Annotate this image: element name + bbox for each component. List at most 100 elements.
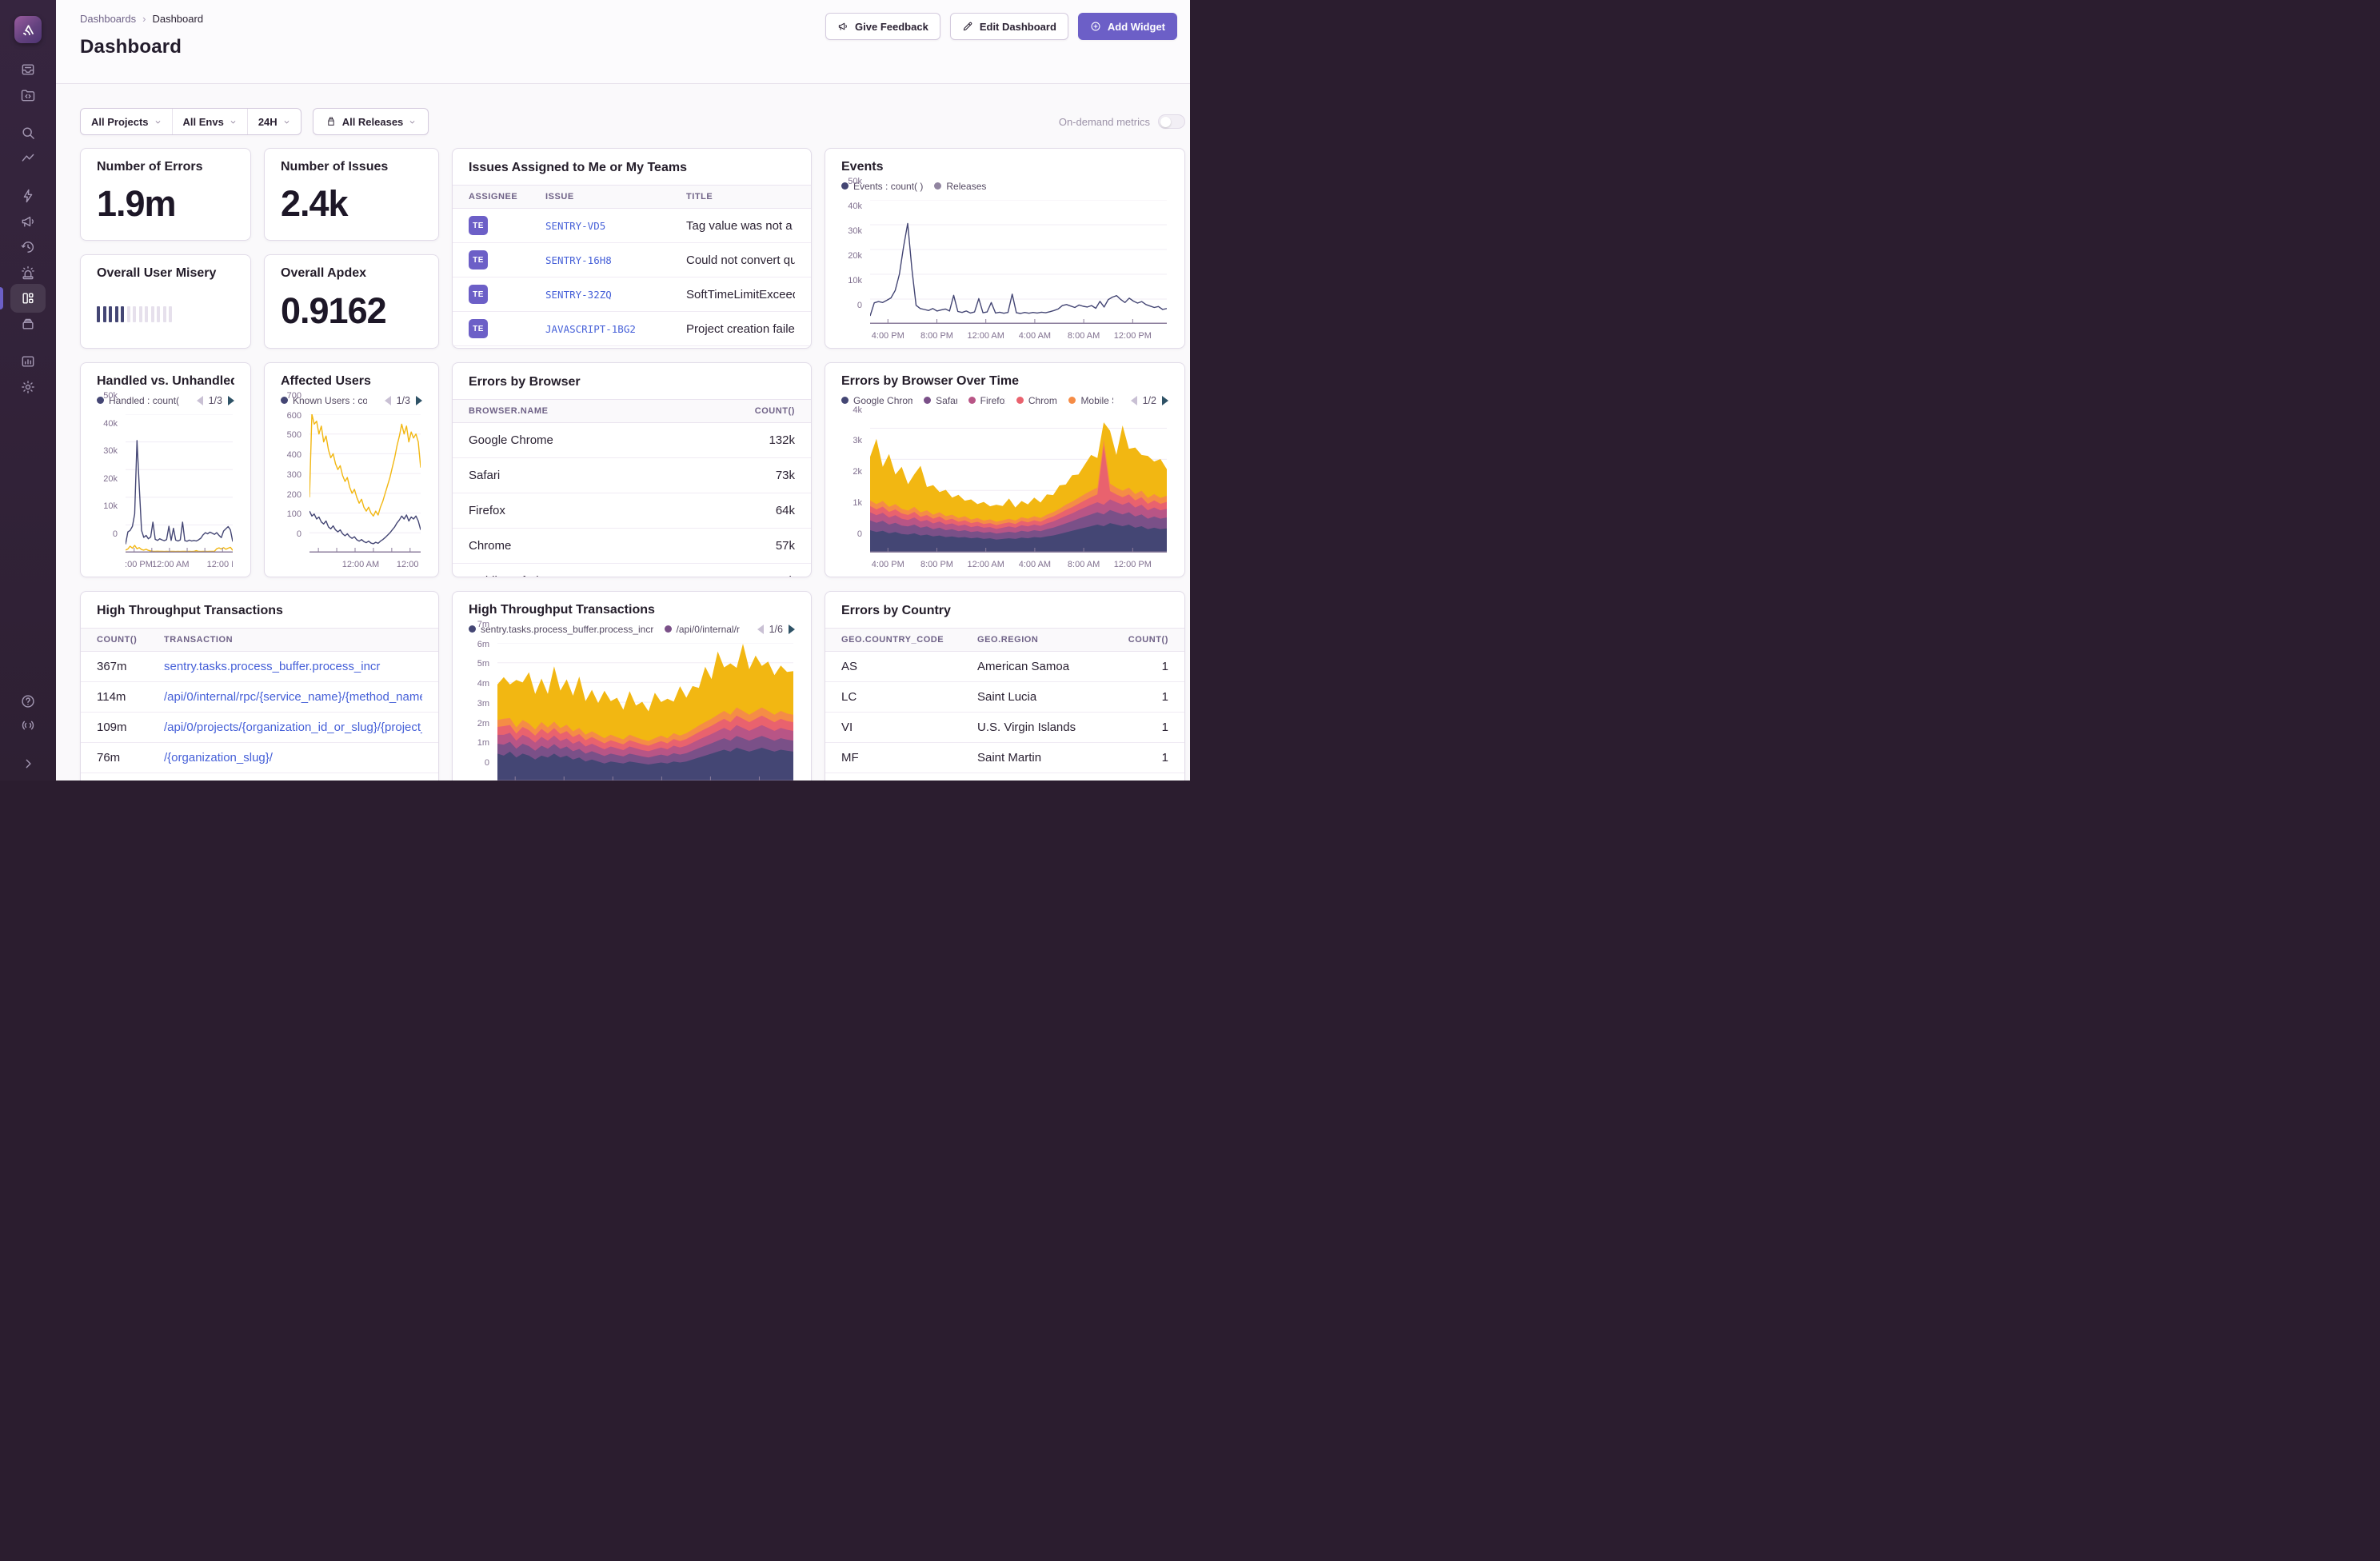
- pager-prev-icon[interactable]: [757, 624, 764, 634]
- breadcrumb-dashboards[interactable]: Dashboards: [80, 13, 137, 25]
- chevron-down-icon: [284, 120, 290, 124]
- legend-item[interactable]: Mobile S: [1068, 395, 1113, 406]
- stat-value: 2.4k: [281, 182, 349, 224]
- column-header[interactable]: TITLE: [686, 192, 713, 202]
- pager-next-icon[interactable]: [416, 395, 422, 405]
- transaction-link[interactable]: /api/0/projects/{organization_id_or_slug…: [164, 721, 422, 734]
- table-cell: 109m: [97, 721, 127, 734]
- legend-item[interactable]: Known Users : cour: [281, 395, 367, 406]
- column-header[interactable]: TRANSACTION: [164, 635, 234, 645]
- pager-prev-icon[interactable]: [196, 395, 203, 405]
- x-axis-label: 4:00 PM: [126, 560, 153, 569]
- column-header[interactable]: GEO.REGION: [977, 635, 1039, 645]
- widget-errors-by-country[interactable]: Errors by Country GEO.COUNTRY_CODE GEO.RE…: [825, 591, 1185, 780]
- chart-legend: sentry.tasks.process_buffer.process_incr…: [469, 623, 795, 635]
- pager-next-icon[interactable]: [1162, 395, 1168, 405]
- table-cell: 1: [1161, 690, 1168, 704]
- issue-link[interactable]: SENTRY-32ZQ: [545, 288, 612, 301]
- sidebar-item-issues[interactable]: [0, 57, 56, 82]
- legend-item[interactable]: Handled : count( ): [97, 395, 179, 406]
- column-header[interactable]: COUNT(): [754, 406, 795, 416]
- table-row: TE JAVASCRIPT-1BG2 Project creation failed: [453, 312, 811, 346]
- sidebar-item-alerts[interactable]: [0, 260, 56, 285]
- sidebar-item-broadcast[interactable]: [0, 713, 56, 737]
- widget-handled-vs-unhandled[interactable]: Handled vs. Unhandled Handled : count( )…: [80, 362, 251, 577]
- column-header[interactable]: COUNT(): [1128, 635, 1168, 645]
- add-widget-button[interactable]: Add Widget: [1077, 13, 1177, 40]
- sidebar-item-traces[interactable]: [0, 146, 56, 171]
- column-header[interactable]: COUNT(): [97, 635, 138, 645]
- column-header[interactable]: ASSIGNEE: [469, 192, 518, 202]
- release-icon: [328, 117, 334, 126]
- project-filter[interactable]: All Projects: [81, 109, 172, 134]
- widget-affected-users[interactable]: Affected Users Known Users : cour 1/3 0 10…: [264, 362, 439, 577]
- legend-item[interactable]: Safari: [924, 395, 957, 406]
- table-cell: U.S. Virgin Islands: [977, 721, 1076, 734]
- widget-number-of-errors[interactable]: Number of Errors 1.9m: [80, 148, 251, 241]
- breadcrumb: Dashboards › Dashboard: [80, 13, 1177, 25]
- sentry-logo[interactable]: [14, 16, 42, 43]
- sidebar-item-stats[interactable]: [0, 349, 56, 374]
- active-indicator: [0, 287, 3, 309]
- sidebar: [0, 0, 56, 780]
- edit-dashboard-button[interactable]: Edit Dashboard: [949, 13, 1068, 40]
- widget-high-throughput-chart[interactable]: High Throughput Transactions sentry.task…: [452, 591, 812, 780]
- sidebar-item-releases[interactable]: [0, 311, 56, 337]
- y-axis-label: 500: [286, 430, 301, 441]
- dashboards-icon: [22, 293, 34, 304]
- issue-link[interactable]: SENTRY-VD5: [545, 219, 606, 232]
- widget-number-of-issues[interactable]: Number of Issues 2.4k: [264, 148, 439, 241]
- pager-label: 1/3: [396, 394, 410, 406]
- legend-item[interactable]: Events : count( ): [841, 181, 923, 192]
- legend-item[interactable]: Google Chrome: [841, 395, 912, 406]
- sidebar-collapse-button[interactable]: [0, 752, 56, 776]
- pager-prev-icon[interactable]: [384, 395, 391, 405]
- widget-issues-assigned[interactable]: Issues Assigned to Me or My Teams ASSIGN…: [452, 148, 812, 349]
- widget-errors-by-browser-over-time[interactable]: Errors by Browser Over Time Google Chrom…: [825, 362, 1185, 577]
- legend-item[interactable]: /api/0/internal/r: [664, 624, 740, 635]
- sidebar-item-dashboards[interactable]: [0, 284, 56, 313]
- table-row: TE SENTRY-32ZQ SoftTimeLimitExceeded: [453, 277, 811, 312]
- legend-item[interactable]: Releases: [934, 181, 986, 192]
- date-range-filter[interactable]: 24H: [246, 109, 301, 134]
- widget-events[interactable]: Events Events : count( ) Releases 0 10k 20k…: [825, 148, 1185, 349]
- widget-user-misery[interactable]: Overall User Misery: [80, 254, 251, 349]
- transaction-link[interactable]: sentry.tasks.process_buffer.process_incr: [164, 660, 381, 673]
- sidebar-item-help[interactable]: [0, 689, 56, 713]
- widget-high-throughput-table[interactable]: High Throughput Transactions COUNT() TRAN…: [80, 591, 439, 780]
- plus-circle-icon: [1091, 22, 1100, 31]
- give-feedback-button[interactable]: Give Feedback: [825, 13, 940, 40]
- pager-prev-icon[interactable]: [1130, 395, 1137, 405]
- column-header[interactable]: GEO.COUNTRY_CODE: [841, 635, 944, 645]
- issue-link[interactable]: SENTRY-16H8: [545, 254, 612, 266]
- transaction-link[interactable]: /api/0/internal/rpc/{service_name}/{meth…: [164, 690, 422, 704]
- sidebar-item-feedback[interactable]: [0, 209, 56, 234]
- sidebar-item-quickstart[interactable]: [0, 183, 56, 209]
- pager-next-icon[interactable]: [789, 624, 795, 634]
- sidebar-item-replays[interactable]: [0, 234, 56, 260]
- legend-item[interactable]: sentry.tasks.process_buffer.process_incr: [469, 624, 653, 635]
- alerts-icon: [22, 265, 34, 280]
- y-axis-label: 2k: [853, 467, 862, 477]
- legend-item[interactable]: Firefox: [968, 395, 1005, 406]
- widget-errors-by-browser[interactable]: Errors by Browser BROWSER.NAME COUNT() Goo…: [452, 362, 812, 577]
- sidebar-item-search[interactable]: [0, 120, 56, 146]
- pencil-icon: [963, 22, 972, 31]
- environment-filter[interactable]: All Envs: [171, 109, 247, 134]
- releases-filter[interactable]: All Releases: [315, 109, 427, 134]
- issue-link[interactable]: JAVASCRIPT-1BG2: [545, 322, 636, 335]
- ondemand-toggle[interactable]: [1158, 114, 1185, 129]
- widget-title: Overall Apdex: [281, 266, 367, 280]
- table-row: 114m/api/0/internal/rpc/{service_name}/{…: [81, 682, 438, 713]
- pager-next-icon[interactable]: [228, 395, 234, 405]
- legend-item[interactable]: Chrome: [1016, 395, 1057, 406]
- sidebar-item-projects[interactable]: [0, 82, 56, 108]
- column-header[interactable]: ISSUE: [545, 192, 574, 202]
- affected-users-chart: 0 100 200 300 400 500 600 700 12:00 AM 12:00 P: [281, 392, 422, 570]
- table-cell: 57k: [775, 539, 795, 553]
- column-header[interactable]: BROWSER.NAME: [469, 406, 549, 416]
- transaction-link[interactable]: /{organization_slug}/: [164, 751, 273, 765]
- widget-apdex[interactable]: Overall Apdex 0.9162: [264, 254, 439, 349]
- y-axis-label: 400: [286, 450, 301, 461]
- sidebar-item-settings[interactable]: [0, 374, 56, 400]
